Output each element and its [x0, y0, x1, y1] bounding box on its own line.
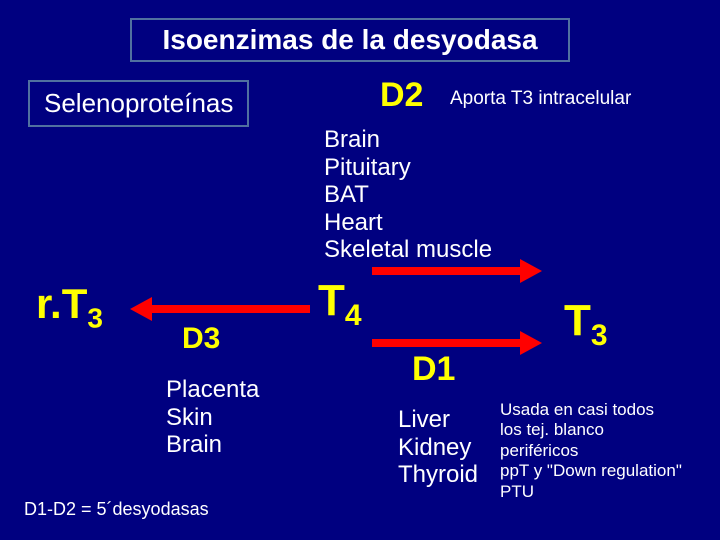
arrow-shaft [372, 339, 520, 347]
rt3-sub: 3 [87, 302, 103, 333]
arrow-d1 [372, 336, 542, 350]
d3-tissue-item: Brain [166, 431, 259, 459]
d2-tissue-item: Skeletal muscle [324, 236, 492, 264]
d1-notes: Usada en casi todos los tej. blanco peri… [500, 400, 710, 502]
d2-tissue-item: Pituitary [324, 154, 492, 182]
selenoproteins-label: Selenoproteínas [28, 80, 249, 127]
d1-note-line: Usada en casi todos [500, 400, 710, 420]
d3-tissue-item: Placenta [166, 376, 259, 404]
d1-label: D1 [412, 350, 455, 389]
d3-label: D3 [182, 322, 220, 356]
slide-title: Isoenzimas de la desyodasa [130, 18, 570, 62]
d3-tissue-item: Skin [166, 404, 259, 432]
d2-tissue-item: Brain [324, 126, 492, 154]
t4-node: T4 [318, 276, 362, 333]
t4-sub: 4 [345, 299, 362, 332]
t3-node: T3 [564, 296, 608, 353]
d1-note-line: los tej. blanco [500, 420, 710, 440]
d1-tissue-item: Kidney [398, 434, 478, 462]
d1-tissue-item: Liver [398, 406, 478, 434]
arrow-shaft [372, 267, 520, 275]
rt3-base: r.T [36, 280, 87, 327]
t4-base: T [318, 276, 345, 325]
arrow-head-icon [520, 331, 542, 355]
d1-tissue-item: Thyroid [398, 461, 478, 489]
rt3-node: r.T3 [36, 280, 103, 334]
arrow-head-icon [130, 297, 152, 321]
arrow-head-icon [520, 259, 542, 283]
d3-tissues: Placenta Skin Brain [166, 376, 259, 459]
d2-tissue-item: BAT [324, 181, 492, 209]
t3-base: T [564, 296, 591, 345]
d1-tissues: Liver Kidney Thyroid [398, 406, 478, 489]
d2-tissues: Brain Pituitary BAT Heart Skeletal muscl… [324, 126, 492, 264]
d1-note-line: PTU [500, 482, 710, 502]
d2-note: Aporta T3 intracelular [450, 88, 631, 110]
d1-note-line: periféricos [500, 441, 710, 461]
arrow-d2 [372, 264, 542, 278]
d2-tissue-item: Heart [324, 209, 492, 237]
t3-sub: 3 [591, 319, 608, 352]
d2-label: D2 [380, 76, 423, 115]
arrow-shaft [152, 305, 310, 313]
arrow-d3 [130, 302, 310, 316]
d1-note-line: ppT y "Down regulation" [500, 461, 710, 481]
footer-note: D1-D2 = 5´desyodasas [24, 499, 209, 520]
